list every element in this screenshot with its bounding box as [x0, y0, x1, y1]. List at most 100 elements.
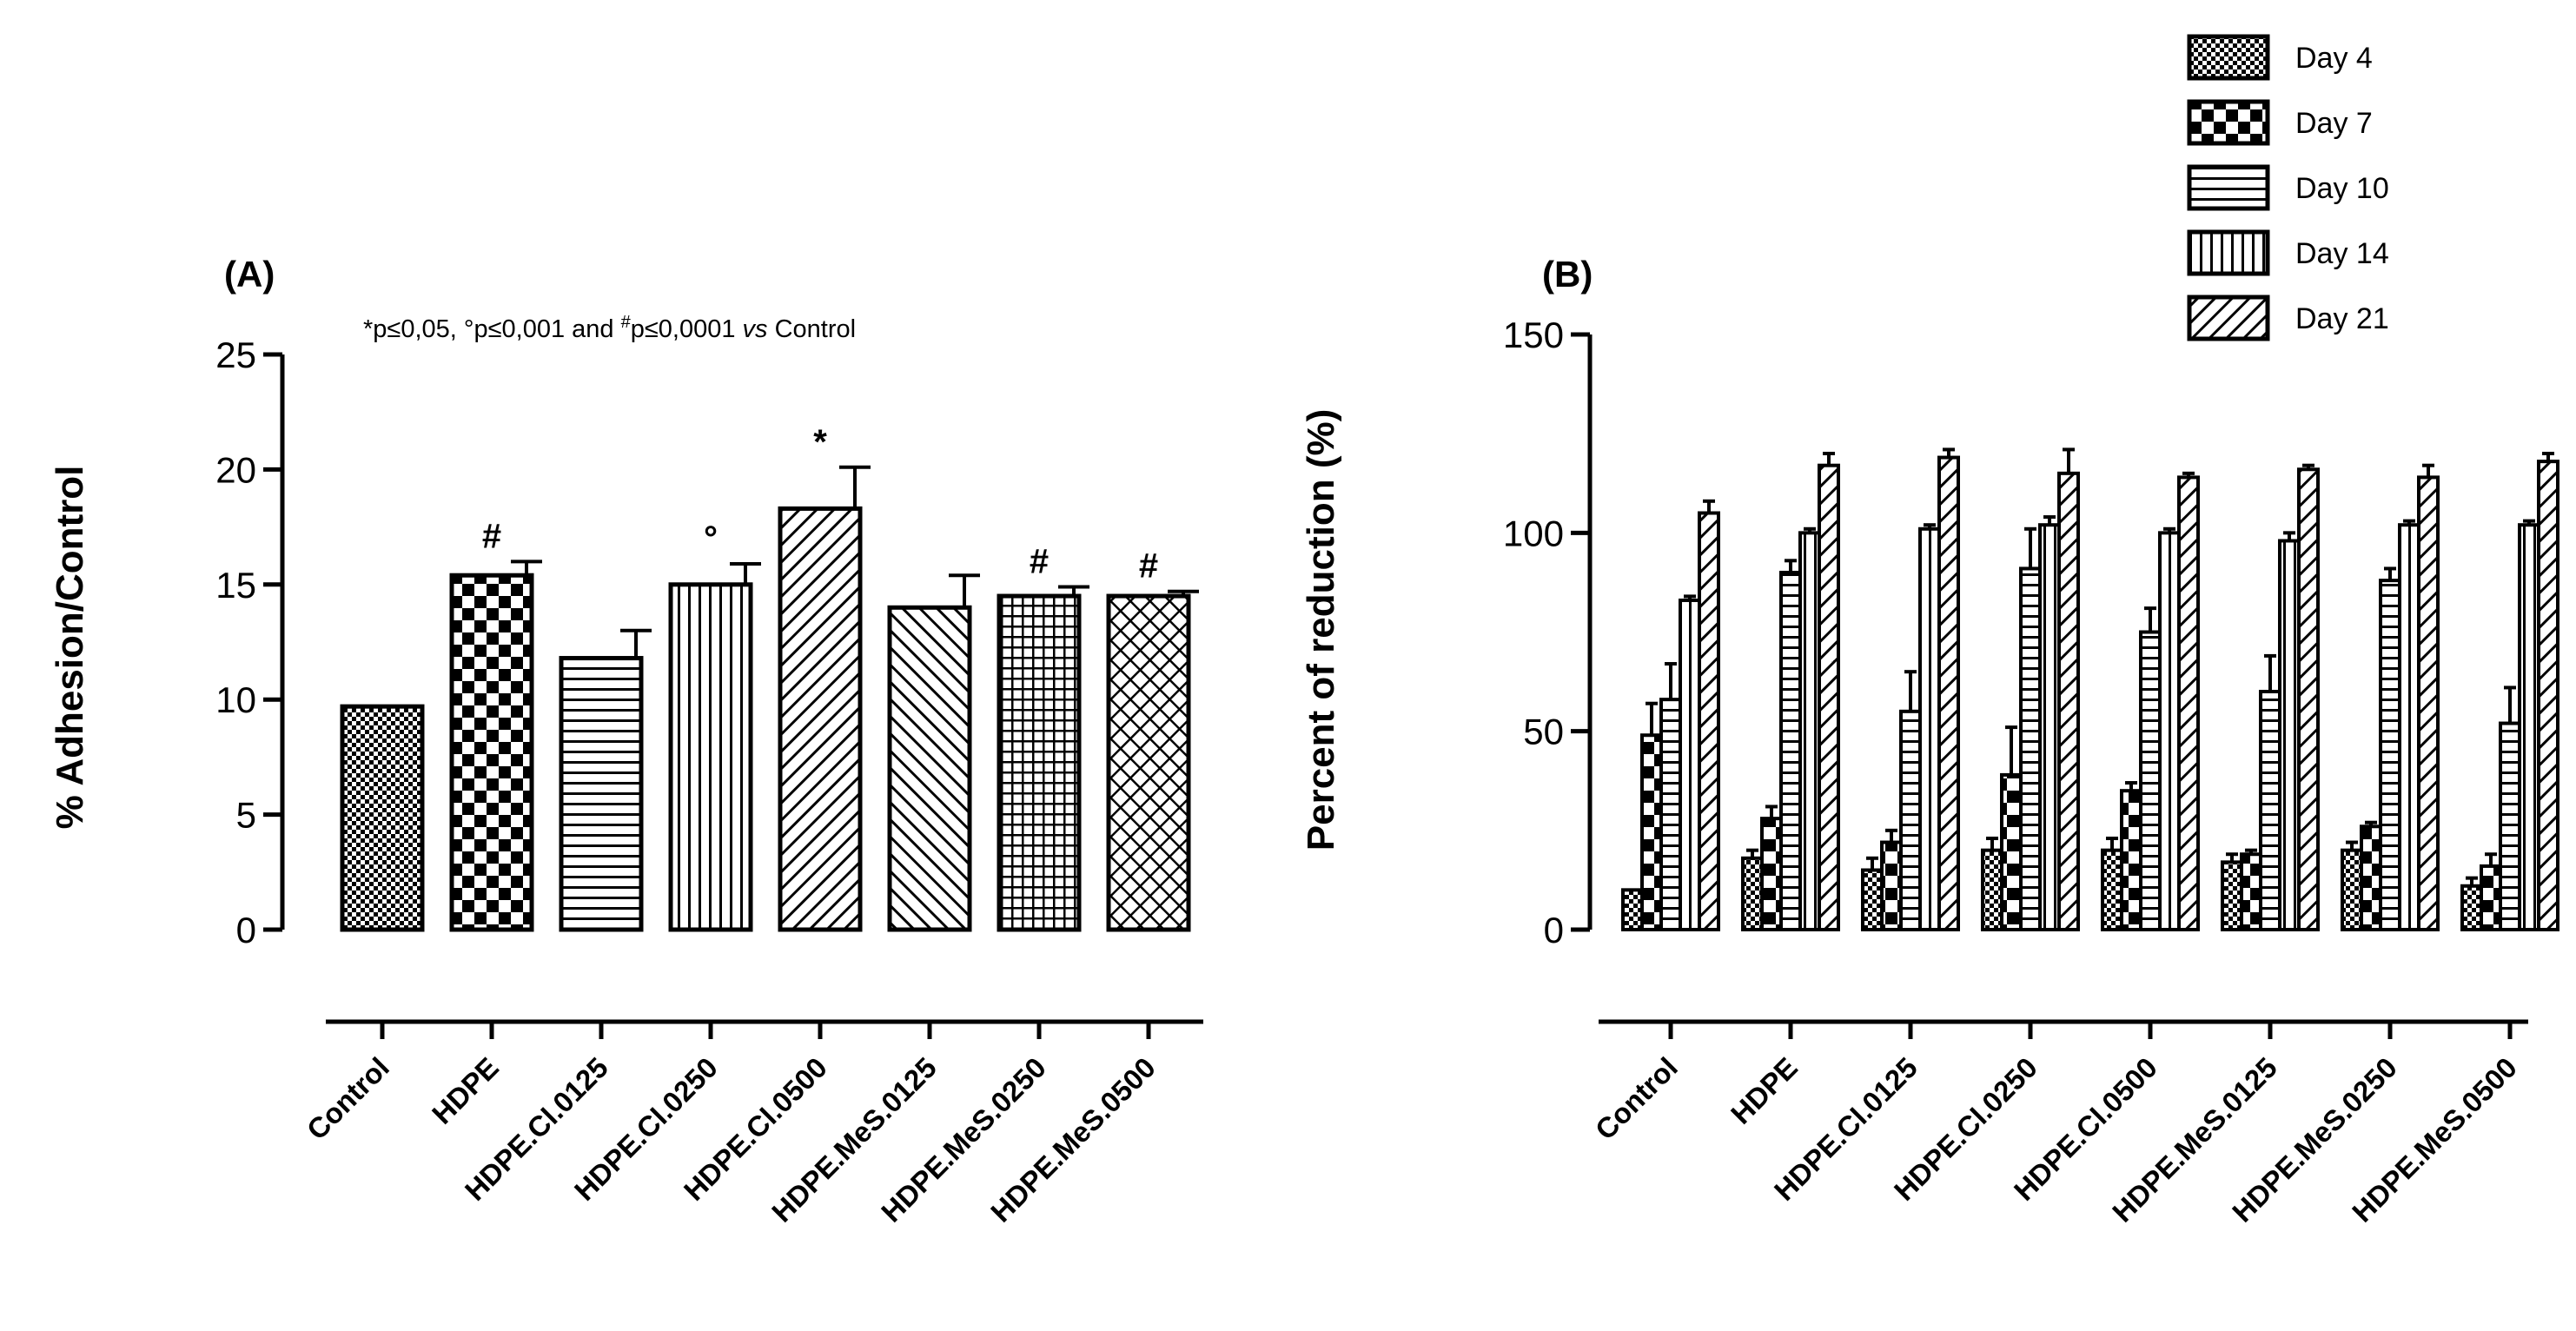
panel-b-bar-hdpe-mes-0125-day-14 — [2278, 539, 2301, 931]
panel-a-significance-mark-hdpe-mes-0500: # — [1139, 547, 1158, 586]
panel-a-error-bar-hdpe-cl-0250 — [730, 561, 761, 585]
panel-b-bar-hdpe-day-4 — [1741, 856, 1764, 931]
panel-b-bar-hdpe-mes-0500-day-21 — [2537, 460, 2559, 931]
panel-b-error-bar-hdpe-cl-0500-day-7 — [2125, 781, 2137, 791]
panel-a-error-bar-hdpe — [511, 560, 542, 576]
panel-b-label: (B) — [1542, 254, 1593, 295]
legend-swatch-day-10 — [2187, 164, 2270, 211]
panel-a-error-bar-hdpe-mes-0125 — [949, 573, 980, 608]
panel-b-bar-control-day-14 — [1679, 598, 1701, 931]
panel-b-error-bar-hdpe-day-7 — [1765, 805, 1778, 819]
panel-b-error-bar-hdpe-mes-0500-day-7 — [2485, 852, 2497, 866]
panel-b-error-bar-hdpe-mes-0250-day-10 — [2384, 566, 2396, 581]
panel-b-error-bar-hdpe-cl-0125-day-14 — [1924, 523, 1936, 529]
panel-b-bar-control-day-4 — [1621, 888, 1644, 932]
panel-a-bar-hdpe-cl-0500 — [778, 506, 863, 932]
panel-a-bar-hdpe-mes-0250 — [997, 593, 1082, 932]
panel-b-error-bar-hdpe-mes-0500-day-14 — [2523, 519, 2535, 526]
panel-b-error-bar-control-day-10 — [1665, 662, 1677, 700]
panel-b-error-bar-hdpe-day-14 — [1804, 526, 1816, 533]
panel-b-error-bar-hdpe-cl-0125-day-21 — [1943, 447, 1955, 458]
panel-b-y-axis-label: Percent of reduction (%) — [1300, 409, 1342, 851]
panel-b-y-tick-label-100: 100 — [1503, 513, 1564, 553]
legend-swatch-day-7 — [2187, 99, 2270, 146]
panel-b-bar-hdpe-cl-0500-day-4 — [2101, 848, 2123, 932]
panel-b-bar-hdpe-cl-0250-day-21 — [2057, 471, 2080, 931]
panel-b-error-bar-hdpe-day-4 — [1746, 848, 1758, 858]
panel-b-bar-hdpe-mes-0500-day-14 — [2518, 523, 2540, 931]
panel-b-error-bar-hdpe-mes-0125-day-7 — [2245, 848, 2257, 855]
panel-a-significance-mark-hdpe: # — [482, 517, 501, 555]
panel-b-error-bar-hdpe-cl-0125-day-7 — [1885, 828, 1897, 843]
panel-b-bar-hdpe-day-14 — [1798, 531, 1821, 931]
legend-label-day-14: Day 14 — [2295, 237, 2389, 270]
panel-a-y-tick-label-25: 25 — [215, 334, 256, 375]
panel-b-bar-hdpe-mes-0500-day-7 — [2480, 864, 2502, 932]
panel-b-bar-hdpe-cl-0125-day-4 — [1861, 868, 1884, 931]
panel-b-error-bar-hdpe-mes-0250-day-7 — [2365, 820, 2377, 827]
legend-swatch-day-14 — [2187, 229, 2270, 276]
panel-a-significance-mark-hdpe-cl-0250: ° — [704, 520, 718, 558]
panel-b-bar-hdpe-day-10 — [1779, 571, 1802, 931]
panel-b-error-bar-hdpe-cl-0250-day-4 — [1986, 836, 1998, 851]
panel-b-bar-hdpe-cl-0250-day-14 — [2038, 523, 2061, 931]
legend-label-day-7: Day 7 — [2295, 107, 2373, 140]
panel-b-error-bar-hdpe-day-21 — [1823, 452, 1835, 466]
panel-b-error-bar-hdpe-mes-0500-day-10 — [2504, 685, 2516, 724]
panel-a-error-bar-hdpe-cl-0500 — [839, 465, 871, 509]
panel-b-bar-hdpe-mes-0125-day-21 — [2297, 467, 2320, 931]
panel-b-bar-hdpe-mes-0250-day-4 — [2341, 848, 2363, 932]
panel-b-error-bar-hdpe-cl-0125-day-10 — [1904, 670, 1917, 712]
panel-a-bar-hdpe-mes-0500 — [1106, 593, 1191, 932]
panel-a-significance-note: *p≤0,05, °p≤0,001 and #p≤0,0001 vs Contr… — [363, 313, 856, 343]
panel-b-bar-hdpe-day-21 — [1818, 463, 1840, 931]
panel-a-y-tick-label-10: 10 — [215, 679, 256, 720]
panel-b-bar-hdpe-cl-0250-day-10 — [2019, 566, 2042, 932]
panel-b-error-bar-hdpe-day-10 — [1785, 559, 1797, 573]
panel-b-y-tick-label-0: 0 — [1544, 910, 1564, 950]
panel-b-error-bar-hdpe-mes-0500-day-4 — [2466, 876, 2478, 886]
panel-b-error-bar-hdpe-cl-0250-day-14 — [2043, 515, 2056, 526]
panel-b-error-bar-hdpe-mes-0500-day-21 — [2542, 452, 2554, 462]
panel-a-label: (A) — [224, 254, 275, 295]
panel-b-bar-hdpe-cl-0500-day-10 — [2139, 630, 2162, 931]
panel-a-x-tick-label-hdpe: HDPE — [426, 1051, 505, 1130]
panel-b-error-bar-hdpe-mes-0125-day-10 — [2264, 653, 2276, 692]
panel-b-bar-hdpe-mes-0250-day-7 — [2360, 824, 2382, 931]
panel-b-bar-hdpe-cl-0500-day-14 — [2158, 531, 2181, 931]
panel-b-bar-hdpe-mes-0125-day-7 — [2240, 852, 2262, 932]
panel-b-error-bar-control-day-21 — [1703, 499, 1715, 513]
panel-a-y-tick-label-5: 5 — [236, 795, 256, 836]
panel-b-bar-control-day-10 — [1659, 698, 1682, 932]
panel-b-bar-hdpe-mes-0125-day-4 — [2221, 860, 2243, 931]
panel-b-error-bar-hdpe-mes-0250-day-14 — [2403, 519, 2415, 526]
panel-b-y-tick-label-150: 150 — [1503, 315, 1564, 355]
panel-b-error-bar-hdpe-mes-0250-day-4 — [2346, 840, 2358, 851]
panel-b-error-bar-hdpe-cl-0125-day-4 — [1866, 856, 1878, 871]
panel-b-error-bar-control-day-7 — [1646, 701, 1658, 736]
panel-b-error-bar-hdpe-cl-0250-day-7 — [2005, 725, 2017, 775]
panel-a-y-axis-label: % Adhesion/Control — [49, 466, 91, 830]
panel-b-bar-control-day-21 — [1698, 511, 1720, 931]
panel-a-bar-hdpe-cl-0250 — [668, 582, 753, 932]
panel-b-error-bar-hdpe-mes-0250-day-21 — [2422, 463, 2434, 478]
legend-swatch-day-4 — [2187, 34, 2270, 81]
panel-a-error-bar-hdpe-mes-0250 — [1058, 585, 1089, 597]
panel-a-y-tick-label-20: 20 — [215, 449, 256, 490]
panel-b-error-bar-hdpe-mes-0125-day-14 — [2283, 531, 2295, 541]
panel-b-bar-hdpe-cl-0250-day-7 — [2000, 772, 2023, 932]
panel-b-bar-hdpe-cl-0500-day-7 — [2120, 789, 2142, 932]
panel-b-y-tick-label-50: 50 — [1523, 712, 1564, 752]
panel-b-bar-hdpe-cl-0500-day-21 — [2177, 475, 2200, 931]
panel-b-bar-hdpe-cl-0125-day-7 — [1880, 840, 1903, 931]
panel-b-error-bar-hdpe-mes-0125-day-21 — [2302, 463, 2314, 470]
panel-a: (A) *p≤0,05, °p≤0,001 and #p≤0,0001 vs C… — [49, 254, 1203, 1228]
panel-a-bar-hdpe-cl-0125 — [559, 656, 644, 932]
panel-a-bar-hdpe — [449, 573, 534, 932]
panel-b-x-tick-label-hdpe: HDPE — [1725, 1051, 1804, 1130]
panel-a-error-bar-hdpe-cl-0125 — [620, 628, 652, 659]
panel-b-bar-hdpe-mes-0500-day-10 — [2499, 721, 2521, 931]
panel-b-bar-hdpe-day-7 — [1760, 817, 1783, 932]
panel-b-bar-hdpe-cl-0125-day-21 — [1937, 455, 1960, 931]
legend-label-day-4: Day 4 — [2295, 42, 2373, 75]
